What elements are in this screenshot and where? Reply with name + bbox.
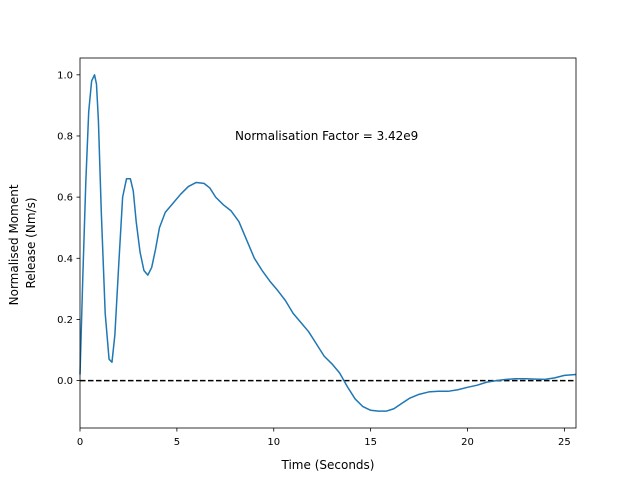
y-axis-label: Normalised Moment Release (Nm/s) bbox=[7, 181, 38, 306]
y-tick-label: 0.8 bbox=[57, 132, 73, 143]
x-tick-label: 10 bbox=[267, 437, 280, 448]
annotation-text: Normalisation Factor = 3.42e9 bbox=[235, 129, 418, 143]
y-tick-label: 0.2 bbox=[57, 315, 73, 326]
x-tick-label: 0 bbox=[77, 437, 83, 448]
y-axis-label-line-1: Normalised Moment bbox=[7, 184, 21, 305]
y-tick-label: 0.6 bbox=[57, 193, 73, 204]
x-tick-label: 15 bbox=[364, 437, 377, 448]
x-tick-label: 5 bbox=[174, 437, 180, 448]
series-line-0 bbox=[79, 74, 577, 412]
x-tick-label: 25 bbox=[558, 437, 571, 448]
ticks-layer: 0 5 10 15 20 25 0.0 0.2 0.4 0.6 0.8 1.0 bbox=[57, 70, 571, 448]
plot-area-frame bbox=[79, 57, 577, 429]
data-layer bbox=[79, 74, 577, 412]
y-tick-label: 0.4 bbox=[57, 254, 73, 265]
y-tick-label: 1.0 bbox=[57, 70, 73, 81]
y-tick-label: 0.0 bbox=[57, 376, 73, 387]
y-axis-label-line-2: Release (Nm/s) bbox=[24, 197, 38, 288]
x-axis-label: Time (Seconds) bbox=[281, 458, 375, 472]
x-tick-label: 20 bbox=[461, 437, 474, 448]
